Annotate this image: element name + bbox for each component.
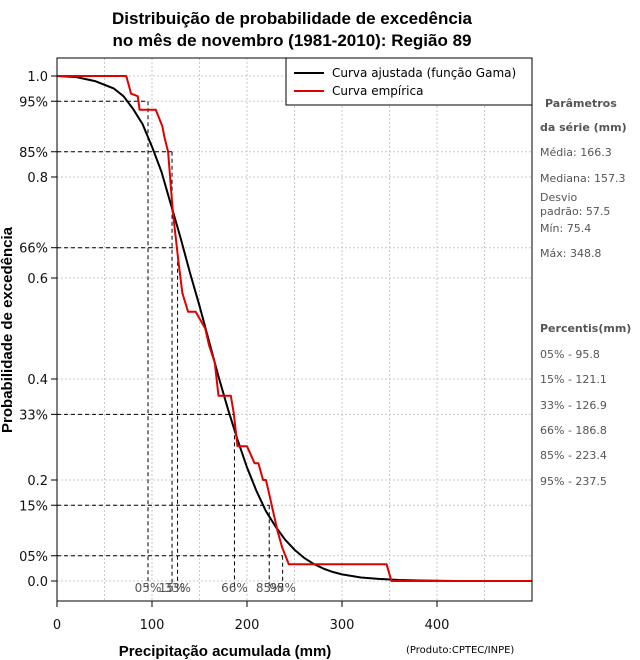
- y-tick-label: 0.6: [27, 272, 48, 287]
- grid: [57, 58, 532, 601]
- chart-title-line-1: Distribuição de probabilidade de excedên…: [112, 9, 472, 28]
- y-axis-label: Probabilidade de excedência: [0, 226, 16, 433]
- percentile-33: 33% - 126.9: [540, 399, 607, 412]
- legend-label-empirical: Curva empírica: [332, 84, 423, 98]
- percentile-reference-lines: [57, 100, 284, 590]
- y-tick-label: 05%: [19, 550, 48, 565]
- legend: Curva ajustada (função Gama) Curva empír…: [285, 57, 533, 106]
- param-stddev-line-1: Desvio: [540, 191, 578, 204]
- percentile-15: 15% - 121.1: [540, 373, 607, 386]
- legend-box: [285, 57, 533, 106]
- x-tick-label: 100: [140, 618, 165, 633]
- x-tick-label: 0: [53, 618, 61, 633]
- stats-panel: Parâmetros da série (mm) Média: 166.3 Me…: [540, 97, 631, 488]
- param-mean: Média: 166.3: [540, 146, 612, 159]
- x-tick-label: 200: [235, 618, 260, 633]
- y-tick-label: 85%: [19, 146, 48, 161]
- percentile-85: 85% - 223.4: [540, 449, 607, 462]
- y-tick-label: 0.0: [27, 575, 48, 590]
- params-heading-line-1: Parâmetros: [545, 97, 617, 110]
- source-credit: (Produto:CPTEC/INPE): [406, 645, 514, 656]
- y-tick-label: 15%: [19, 499, 48, 514]
- y-tick-label: 0.4: [27, 373, 48, 388]
- percentile-axis-label-0: 05%: [135, 581, 162, 595]
- param-max: Máx: 348.8: [540, 247, 601, 260]
- x-tick-label: 400: [425, 618, 450, 633]
- percentile-labels: 05%15%33% 66% 85%95%: [135, 581, 296, 595]
- percentile-axis-label-3: 66%: [221, 581, 248, 595]
- series-lines: [56, 75, 532, 582]
- axis-ticks: 0 100 200 300 4000.00.20.40.60.81.005%15%33%…: [19, 70, 449, 633]
- percentile-axis-label-4: 85%: [256, 581, 283, 595]
- series-empirical: [57, 75, 532, 582]
- x-tick-label: 300: [330, 618, 355, 633]
- param-median: Mediana: 157.3: [540, 172, 625, 185]
- percentile-66: 66% - 186.8: [540, 424, 607, 437]
- y-tick-label: 0.8: [27, 171, 48, 186]
- y-tick-label: 95%: [19, 95, 48, 110]
- y-tick-label: 66%: [19, 242, 48, 257]
- params-heading-line-2: da série (mm): [540, 121, 627, 134]
- percentile-axis-label-5: 95%: [269, 581, 296, 595]
- percentile-axis-label-1: 15%: [159, 581, 186, 595]
- chart-title-line-2: no mês de novembro (1981-2010): Região 8…: [112, 31, 471, 50]
- y-tick-label: 33%: [19, 408, 48, 423]
- percentile-95: 95% - 237.5: [540, 475, 607, 488]
- percentile-axis-label-2: 33%: [164, 581, 191, 595]
- percentile-05: 05% - 95.8: [540, 348, 600, 361]
- param-min: Mín: 75.4: [540, 222, 591, 235]
- legend-label-fitted: Curva ajustada (função Gama): [332, 66, 516, 80]
- x-axis-label: Precipitação acumulada (mm): [119, 643, 332, 660]
- y-tick-label: 1.0: [27, 70, 48, 85]
- percentiles-heading: Percentis(mm): [540, 322, 631, 335]
- param-stddev-line-2: padrão: 57.5: [540, 205, 610, 218]
- series-fitted-gamma: [56, 75, 457, 582]
- y-tick-label: 0.2: [27, 474, 48, 489]
